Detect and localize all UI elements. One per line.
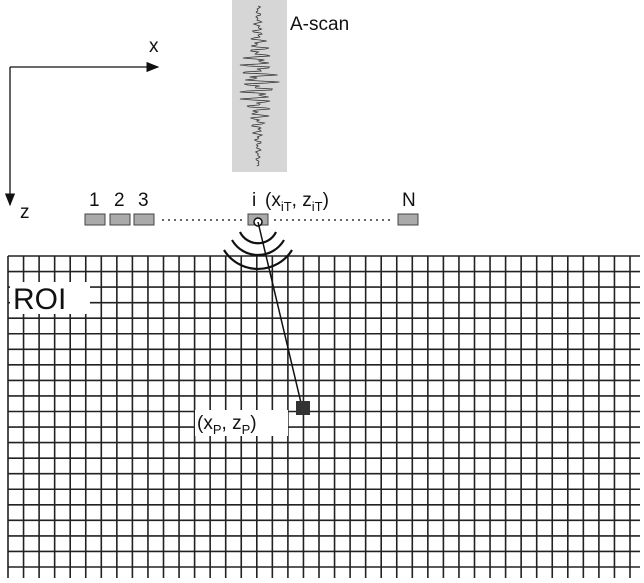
t: z [302, 190, 312, 211]
element-label: 1 [89, 190, 100, 211]
t: ( [265, 190, 272, 211]
t: z [232, 413, 242, 434]
t: ) [323, 190, 329, 211]
a-scan-waveform [239, 5, 280, 167]
t: , [292, 190, 303, 211]
element-label: 2 [114, 190, 125, 211]
point-position: (xP, zP) [197, 413, 257, 437]
transducer-array [84, 213, 419, 226]
t: x [271, 190, 281, 211]
wavefronts [223, 231, 293, 271]
element [397, 213, 419, 226]
t: , [222, 413, 233, 434]
roi-label: ROI [13, 283, 66, 316]
t: iT [312, 199, 323, 214]
t: P [213, 422, 222, 437]
element [109, 213, 131, 226]
t: iT [281, 199, 292, 214]
ray [257, 221, 303, 408]
element-label: i [252, 190, 256, 211]
t: ( [197, 413, 204, 434]
roi-label-bg [10, 282, 90, 314]
a-scan-label: A-scan [290, 14, 349, 35]
pixel [296, 401, 310, 415]
element-position: (xiT, ziT) [265, 190, 329, 214]
t: x [203, 413, 213, 434]
element-label: N [402, 190, 416, 211]
element [84, 213, 106, 226]
x-label: x [149, 36, 159, 57]
element-label: 3 [138, 190, 149, 211]
roi-grid [7, 255, 640, 578]
point-label-bg [195, 410, 288, 436]
element [133, 213, 155, 226]
t: P [242, 422, 251, 437]
t: ) [250, 413, 256, 434]
z-label: z [20, 202, 30, 223]
